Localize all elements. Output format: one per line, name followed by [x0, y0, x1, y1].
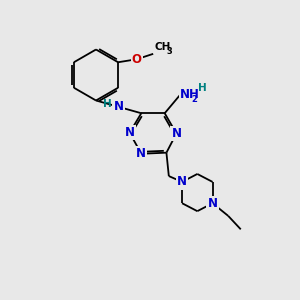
Text: NH: NH: [180, 88, 200, 101]
Text: H: H: [103, 99, 112, 109]
Text: O: O: [132, 53, 142, 66]
Text: N: N: [114, 100, 124, 113]
Text: N: N: [124, 126, 135, 139]
Text: H: H: [198, 83, 206, 93]
Text: N: N: [208, 197, 218, 210]
Text: 2: 2: [192, 94, 198, 103]
Text: N: N: [171, 127, 182, 140]
Text: 3: 3: [166, 47, 172, 56]
Text: N: N: [136, 147, 146, 160]
Text: N: N: [177, 176, 187, 188]
Text: CH: CH: [155, 42, 171, 52]
